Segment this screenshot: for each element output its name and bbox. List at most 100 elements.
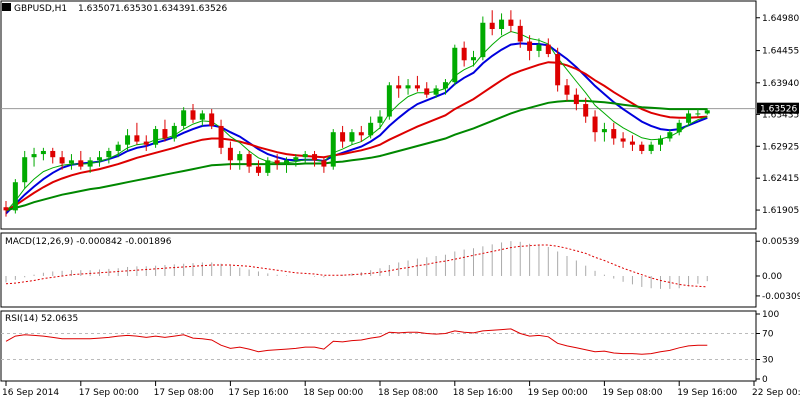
- x-tick-label: 18 Sep 08:00: [378, 388, 438, 398]
- y-tick-label: 100: [762, 310, 779, 320]
- candle-body: [480, 22, 486, 58]
- x-axis-ticks: 16 Sep 2014 17 Sep 00:00 17 Sep 08:00 17 Se…: [2, 381, 800, 398]
- candle-body: [255, 166, 261, 173]
- candle-body: [153, 129, 159, 145]
- macd-signal-line: [5, 244, 708, 288]
- candle-body: [59, 157, 65, 164]
- candle-body: [143, 141, 149, 145]
- candle-body: [125, 135, 131, 145]
- candle-body: [489, 22, 495, 30]
- y-tick-label: 1.62415: [762, 174, 799, 184]
- candle-body: [97, 157, 102, 161]
- y-tick-label: 70: [762, 330, 774, 340]
- candle-body: [284, 160, 289, 164]
- candle-body: [181, 110, 187, 126]
- candle-body: [629, 141, 635, 145]
- candle-body: [190, 110, 196, 120]
- candle-body: [442, 82, 448, 89]
- y-tick-label: 30: [762, 356, 774, 366]
- x-tick-label: 19 Sep 16:00: [677, 388, 737, 398]
- candle-body: [40, 150, 46, 155]
- candle-body: [3, 207, 9, 211]
- current-price-badge: [757, 102, 799, 114]
- candle-body: [396, 85, 402, 89]
- candle-body: [12, 182, 18, 211]
- candle-body: [22, 157, 28, 183]
- rsi-line: [5, 328, 708, 355]
- y-tick-label: 1.63940: [762, 79, 799, 89]
- y-tick-label: 0: [762, 375, 768, 385]
- rsi-plot: [5, 328, 708, 355]
- ma-line-2: [5, 61, 708, 212]
- candle-body: [162, 129, 168, 139]
- candle-body: [620, 138, 626, 142]
- ma-line-4: [5, 30, 708, 212]
- x-tick-label: 22 Sep 00:00: [752, 388, 800, 398]
- candle-body: [265, 160, 271, 173]
- macd-plot: [5, 241, 708, 289]
- x-tick-label: 17 Sep 00:00: [79, 388, 139, 398]
- candle-body: [246, 154, 252, 167]
- candle-body: [199, 113, 205, 120]
- candle-body: [676, 122, 682, 133]
- candle-body: [106, 150, 112, 158]
- candle-body: [227, 147, 233, 161]
- candle-body: [377, 116, 383, 123]
- candle-body: [527, 41, 533, 51]
- x-tick-label: 16 Sep 2014: [2, 388, 59, 398]
- candle-body: [583, 104, 589, 117]
- candle-body: [414, 85, 420, 89]
- candle-body: [134, 135, 140, 142]
- candle-body: [50, 150, 56, 158]
- y-tick-label: 1.64980: [762, 14, 799, 24]
- price-panel-frame: [0, 0, 757, 230]
- candle-body: [611, 129, 617, 139]
- x-tick-label: 17 Sep 16:00: [228, 388, 288, 398]
- high-value: 1.63530: [115, 4, 152, 14]
- low-value: 1.63439: [153, 4, 190, 14]
- candle-body: [330, 132, 336, 167]
- current-price-label: 1.63526: [760, 105, 797, 115]
- candle-body: [171, 125, 177, 139]
- candle-body: [368, 122, 374, 136]
- candle-body: [340, 132, 346, 142]
- x-tick-label: 19 Sep 00:00: [528, 388, 588, 398]
- candle-body: [274, 160, 280, 164]
- candle-body: [545, 44, 551, 55]
- candle-body: [358, 132, 364, 136]
- candle-body: [555, 54, 561, 86]
- y-tick-label: 0.005391: [762, 237, 800, 247]
- candle-body: [639, 144, 645, 151]
- macd-panel-frame: [0, 232, 757, 308]
- y-tick-label: 1.61905: [762, 206, 799, 216]
- candle-body: [508, 19, 514, 26]
- candle-body: [321, 160, 327, 167]
- rsi-panel-frame: [0, 310, 757, 382]
- close-value: 1.63526: [190, 4, 227, 14]
- candle-body: [573, 94, 579, 105]
- price-plot: [3, 10, 710, 217]
- x-tick-label: 18 Sep 00:00: [303, 388, 363, 398]
- macd-label: MACD(12,26,9) -0.000842 -0.001896: [5, 237, 172, 247]
- candle-body: [452, 47, 458, 83]
- candle-body: [499, 19, 505, 30]
- candle-body: [237, 154, 243, 161]
- candle-body: [31, 154, 37, 158]
- symbol-icon: [2, 3, 11, 11]
- x-tick-label: 19 Sep 08:00: [602, 388, 662, 398]
- x-tick-label: 18 Sep 16:00: [453, 388, 513, 398]
- candle-body: [461, 47, 467, 61]
- candle-body: [293, 157, 299, 161]
- chart-header: GBPUSD,H1 1.63507 1.63530 1.63439 1.6352…: [2, 3, 227, 14]
- candle-body: [564, 85, 570, 95]
- candle-body: [695, 113, 701, 115]
- ma-line-1: [5, 42, 708, 215]
- candle-body: [601, 129, 607, 133]
- candle-body: [686, 113, 692, 123]
- ma-line-3: [5, 99, 708, 212]
- candle-body: [218, 125, 224, 148]
- candle-body: [536, 44, 542, 51]
- candle-body: [209, 113, 215, 126]
